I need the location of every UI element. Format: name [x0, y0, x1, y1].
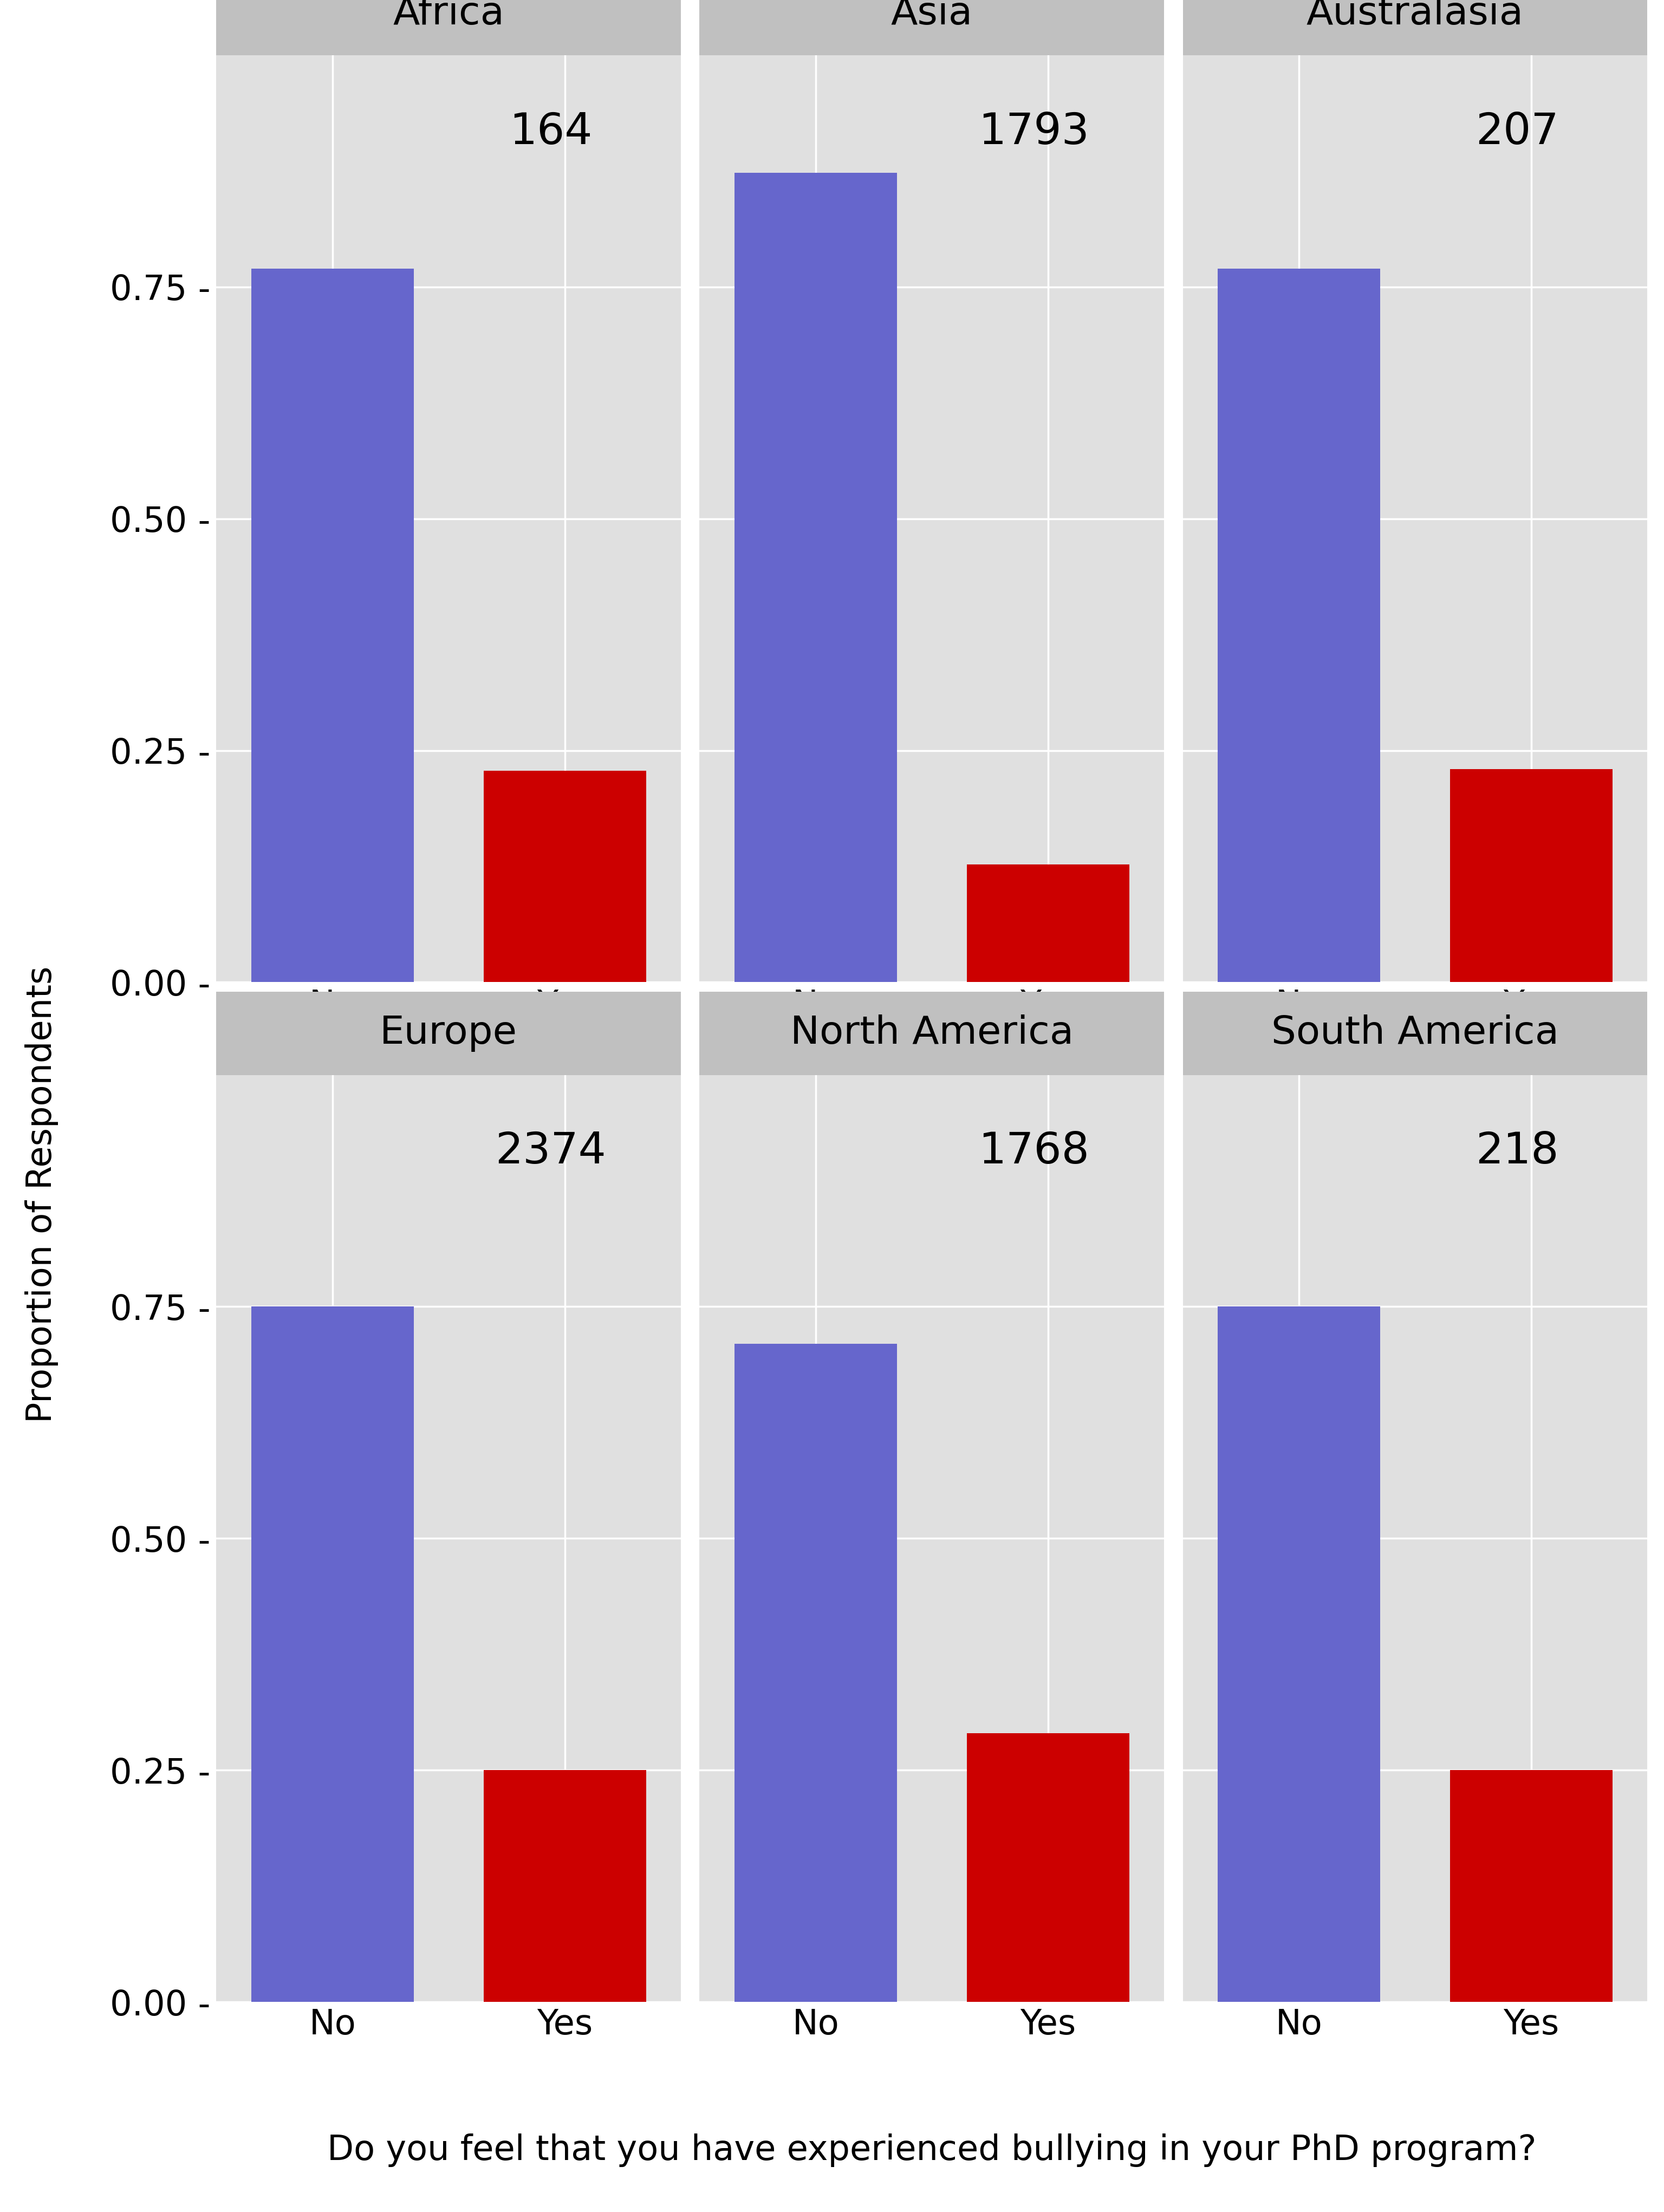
Bar	[1218, 268, 1379, 982]
Text: South America: South America	[1271, 1015, 1559, 1053]
Bar	[1449, 770, 1612, 982]
Bar	[251, 268, 414, 982]
Text: 1768: 1768	[978, 1130, 1090, 1172]
Text: Africa: Africa	[393, 0, 504, 33]
Bar	[216, 0, 681, 55]
Text: 207: 207	[1476, 111, 1559, 153]
Bar	[1183, 991, 1647, 1075]
Bar	[216, 991, 681, 1075]
Text: 1793: 1793	[978, 111, 1090, 153]
Text: North America: North America	[790, 1015, 1073, 1053]
Text: 2374: 2374	[496, 1130, 606, 1172]
Bar	[699, 991, 1165, 1075]
Text: Asia: Asia	[890, 0, 973, 33]
Text: 218: 218	[1476, 1130, 1559, 1172]
Bar	[251, 1307, 414, 2002]
Text: 164: 164	[509, 111, 592, 153]
Text: Proportion of Respondents: Proportion of Respondents	[25, 967, 58, 1422]
Bar	[734, 1343, 897, 2002]
Bar	[1218, 1307, 1379, 2002]
Bar	[1183, 0, 1647, 55]
Bar	[699, 0, 1165, 55]
Bar	[967, 1732, 1130, 2002]
Bar	[484, 772, 646, 982]
Bar	[734, 173, 897, 982]
Text: Do you feel that you have experienced bullying in your PhD program?: Do you feel that you have experienced bu…	[328, 2132, 1536, 2168]
Text: Australasia: Australasia	[1306, 0, 1524, 33]
Bar	[967, 865, 1130, 982]
Bar	[1449, 1770, 1612, 2002]
Text: Europe: Europe	[379, 1015, 518, 1053]
Bar	[484, 1770, 646, 2002]
